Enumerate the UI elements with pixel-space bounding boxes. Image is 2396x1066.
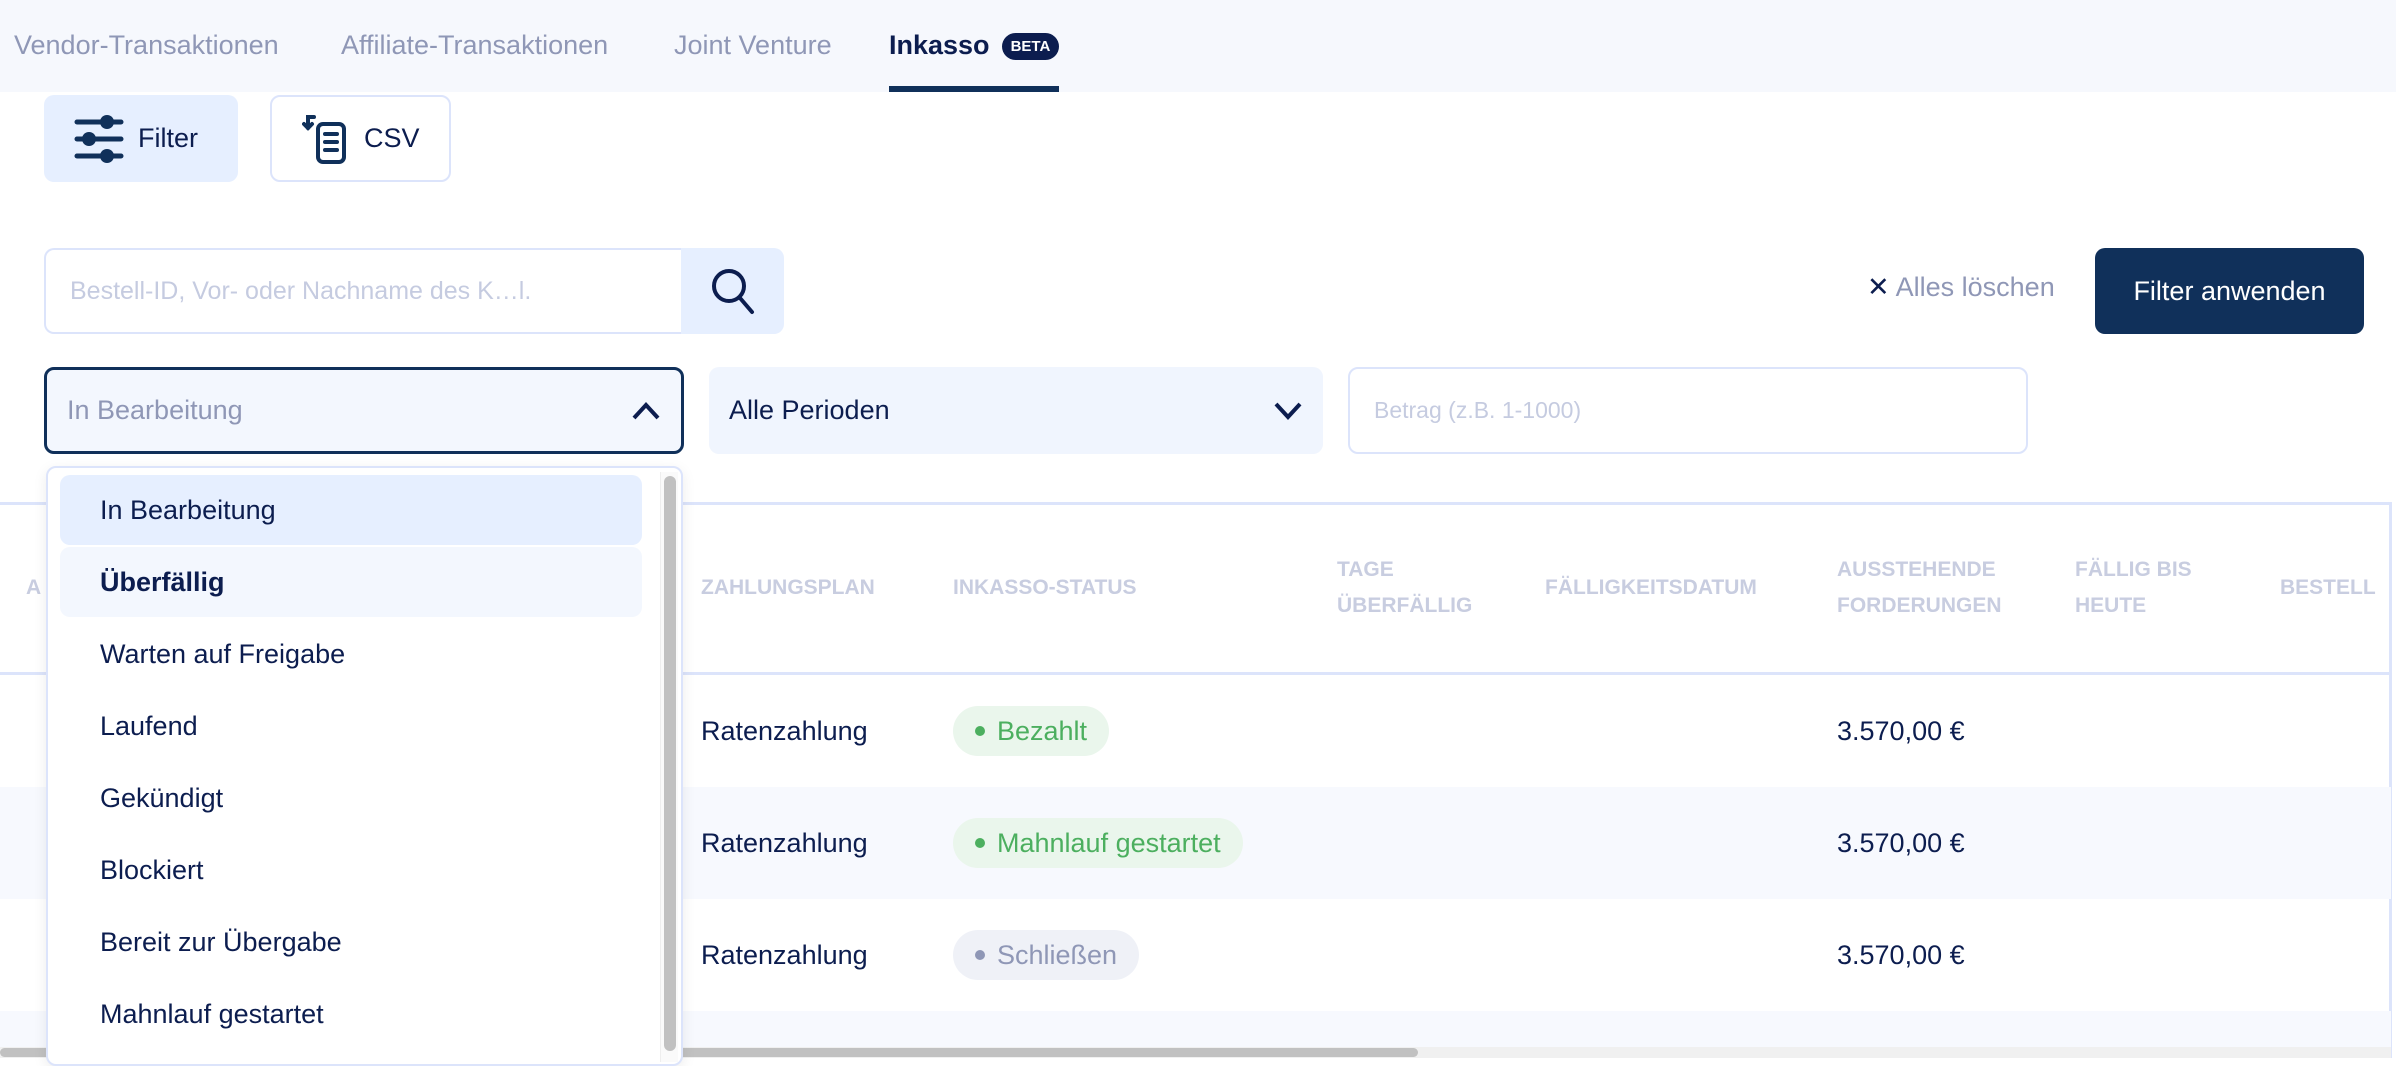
- amount-input[interactable]: Betrag (z.B. 1-1000): [1348, 367, 2028, 454]
- filter-button[interactable]: Filter: [44, 95, 238, 182]
- option-mahnlauf-gestartet[interactable]: Mahnlauf gestartet: [100, 998, 324, 1029]
- table-top-divider: [0, 502, 2391, 505]
- cell-status: Mahnlauf gestartet: [953, 787, 1243, 899]
- status-dot-icon: [975, 838, 985, 848]
- header-line: Heute: [2075, 594, 2147, 617]
- cell-status: Schließen: [953, 899, 1140, 1011]
- option-bereit-zur-uebergabe[interactable]: Bereit zur Übergabe: [100, 926, 342, 957]
- option-in-bearbeitung[interactable]: In Bearbeitung: [60, 475, 642, 545]
- header-line: Überfällig: [1337, 594, 1473, 617]
- status-dot-icon: [975, 726, 985, 736]
- tab-bar: Vendor-Transaktionen Affiliate-Transakti…: [0, 0, 2396, 92]
- search-input[interactable]: Bestell-ID, Vor- oder Nachname des K…l.: [44, 248, 684, 334]
- tab-vendor-transaktionen[interactable]: Vendor-Transaktionen: [14, 30, 279, 60]
- search-button[interactable]: [681, 248, 784, 334]
- status-text: Bezahlt: [997, 715, 1088, 746]
- csv-label: CSV: [364, 123, 420, 153]
- cell-amount: 3.570,00 €: [1837, 939, 1965, 970]
- option-ueberfaellig[interactable]: Überfällig: [60, 547, 642, 617]
- status-badge: Schließen: [953, 930, 1140, 980]
- cell-amount: 3.570,00 €: [1837, 715, 1965, 746]
- tab-label: Inkasso: [889, 30, 990, 60]
- header-zahlungsplan[interactable]: Zahlungsplan: [701, 576, 875, 599]
- cell-plan: Ratenzahlung: [701, 715, 868, 746]
- document-export-icon: [302, 114, 346, 164]
- chevron-down-icon: [1274, 402, 1302, 420]
- chevron-up-icon: [632, 401, 660, 419]
- clear-all-label: Alles löschen: [1895, 272, 2055, 302]
- header-faelligkeitsdatum[interactable]: Fälligkeitsdatum: [1545, 576, 1757, 599]
- table-row[interactable]: Ratenzahlung Schließen 3.570,00 €: [0, 899, 2391, 1011]
- tab-joint-venture[interactable]: Joint Venture: [674, 30, 832, 60]
- cell-status: Bezahlt: [953, 675, 1110, 787]
- csv-button[interactable]: CSV: [270, 95, 451, 182]
- dropdown-scrollbar-thumb[interactable]: [663, 476, 676, 1051]
- clear-all-button[interactable]: ✕ Alles löschen: [1867, 272, 2055, 303]
- option-warten-auf-freigabe[interactable]: Warten auf Freigabe: [100, 638, 346, 669]
- cell-plan: Ratenzahlung: [701, 939, 868, 970]
- apply-filter-button[interactable]: Filter anwenden: [2095, 248, 2364, 334]
- tab-inkasso[interactable]: Inkasso BETA: [889, 30, 1060, 92]
- status-text: Schließen: [997, 939, 1118, 970]
- header-line: Ausstehende: [1837, 558, 1996, 581]
- header-line: Fällig bis: [2075, 558, 2192, 581]
- table-right-border: [2389, 502, 2392, 1058]
- horizontal-scrollbar[interactable]: [0, 1047, 2391, 1058]
- header-inkasso-status[interactable]: Inkasso-Status: [953, 576, 1137, 599]
- cell-amount: 3.570,00 €: [1837, 827, 1965, 858]
- search-placeholder: Bestell-ID, Vor- oder Nachname des K…l.: [70, 276, 532, 305]
- search-icon: [711, 269, 754, 314]
- cell-plan: Ratenzahlung: [701, 827, 868, 858]
- scrollbar-thumb[interactable]: [0, 1048, 1418, 1057]
- beta-badge: BETA: [1001, 33, 1060, 60]
- amount-placeholder: Betrag (z.B. 1-1000): [1374, 397, 1582, 423]
- table-row[interactable]: Ratenzahlung Bezahlt 3.570,00 €: [0, 675, 2391, 787]
- filter-label: Filter: [138, 123, 198, 153]
- status-select-value: In Bearbeitung: [67, 395, 243, 425]
- status-badge: Bezahlt: [953, 706, 1110, 756]
- period-select[interactable]: Alle Perioden: [709, 367, 1323, 454]
- status-select[interactable]: In Bearbeitung: [44, 367, 684, 454]
- header-line: Tage: [1337, 558, 1394, 581]
- close-icon: ✕: [1867, 272, 1890, 302]
- tab-affiliate-transaktionen[interactable]: Affiliate-Transaktionen: [341, 30, 609, 60]
- period-select-value: Alle Perioden: [729, 395, 890, 425]
- header-ausstehende-forderungen[interactable]: Ausstehende Forderungen: [1837, 552, 2002, 624]
- option-laufend[interactable]: Laufend: [100, 710, 198, 741]
- table-header-divider: [0, 672, 2391, 675]
- header-tage-ueberfaellig[interactable]: Tage Überfällig: [1337, 552, 1472, 624]
- header-bestell[interactable]: Bestell: [2280, 576, 2376, 599]
- option-gekuendigt[interactable]: Gekündigt: [100, 782, 224, 813]
- option-blockiert[interactable]: Blockiert: [100, 854, 204, 885]
- sliders-icon: [74, 114, 124, 163]
- status-badge: Mahnlauf gestartet: [953, 818, 1243, 868]
- status-text: Mahnlauf gestartet: [997, 827, 1221, 858]
- header-line: Forderungen: [1837, 594, 2002, 617]
- status-dropdown-menu: In Bearbeitung Überfällig Warten auf Fre…: [46, 466, 683, 1066]
- status-dot-icon: [975, 950, 985, 960]
- dropdown-scrollbar[interactable]: [660, 472, 678, 1062]
- header-faellig-bis-heute[interactable]: Fällig bis Heute: [2075, 552, 2192, 624]
- header-a: A: [26, 576, 42, 599]
